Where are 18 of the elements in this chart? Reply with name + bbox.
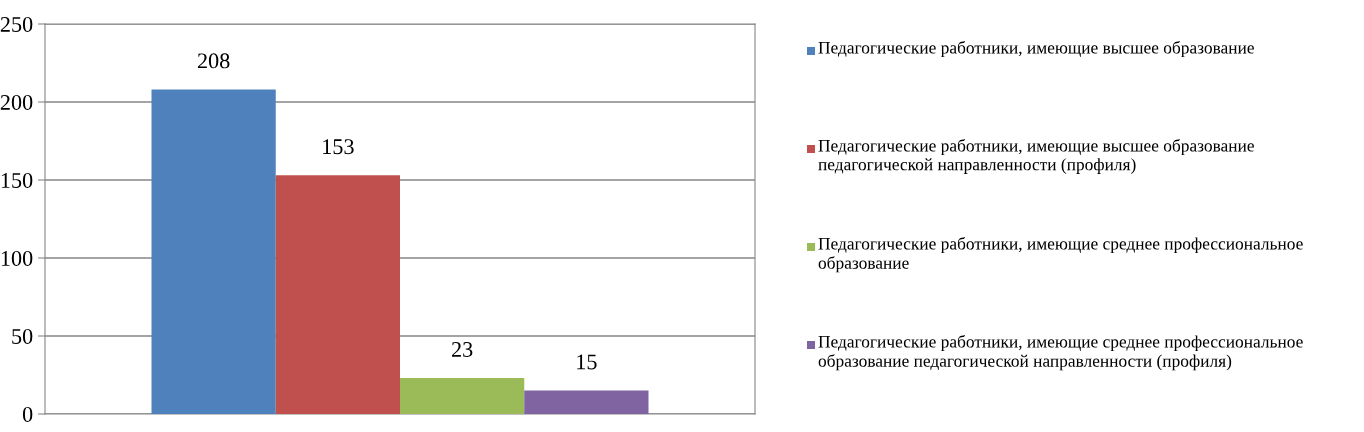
bar [275, 175, 400, 414]
y-tick-label: 200 [0, 94, 33, 110]
data-label: 23 [451, 342, 473, 357]
data-label: 15 [577, 354, 597, 370]
y-tick-label: 100 [1, 250, 33, 266]
y-tick-label: 250 [0, 16, 33, 32]
bar [151, 89, 276, 414]
legend-label: Педагогические работники, имеющие среднее профессиональное образование [818, 237, 1303, 273]
bar [524, 390, 649, 414]
data-label: 208 [197, 53, 230, 69]
y-tick-label: 150 [1, 172, 33, 188]
y-tick-label: 0 [22, 406, 33, 422]
y-tick-label: 50 [12, 328, 33, 344]
bar [400, 378, 525, 414]
data-label: 153 [323, 139, 354, 155]
legend-label: Педагогические работники, имеющие высшее образование педагогической направленности (профиля) [818, 139, 1254, 174]
legend-label: Педагогические работники, имеющие среднее профессиональное образование педагогической направленности (профиля) [818, 335, 1303, 371]
legend-label: Педагогические работники, имеющие высшее образование [818, 41, 1254, 58]
